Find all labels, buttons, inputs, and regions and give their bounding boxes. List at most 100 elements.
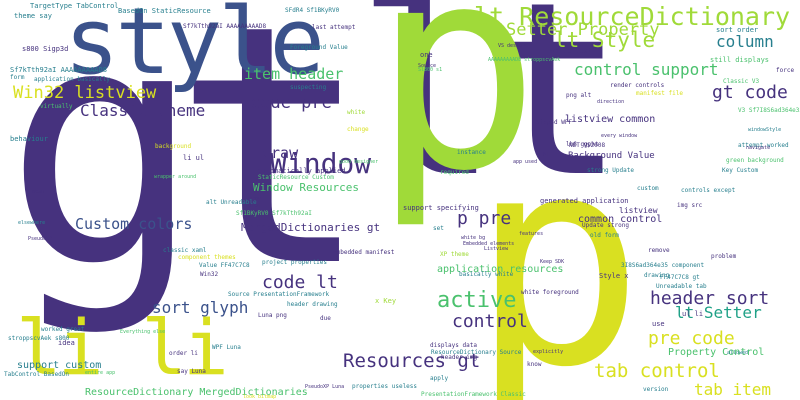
word: gt code (712, 82, 788, 103)
word: entire app (85, 370, 116, 376)
word: lt Style (554, 28, 656, 52)
word: gt (4, 0, 371, 339)
word: sort glyph (152, 298, 249, 317)
word: ul li (682, 310, 704, 318)
word: PresentationFramework Classic (421, 391, 526, 398)
word: Win32 listview (13, 83, 157, 103)
word: suspecting (290, 84, 327, 91)
word: header drawing (287, 301, 338, 308)
word: due (320, 315, 331, 322)
word: drawing (644, 272, 670, 279)
word: version (643, 386, 669, 393)
word: worked great (41, 326, 85, 333)
word: control support (574, 60, 719, 79)
word: SFdR4 Sf1BKyRV0 (285, 7, 340, 14)
word: code pre (250, 93, 332, 113)
word: features (519, 231, 544, 237)
word: XP theme (440, 251, 469, 258)
word: TargetType TabControl (30, 2, 119, 10)
word: Keep SDK (540, 259, 565, 265)
word: Property Control (668, 347, 765, 358)
word: manifest file (636, 90, 683, 97)
word: allowed (727, 350, 749, 356)
word: attempt worked (738, 142, 789, 149)
word: ResourceDictionary Source (431, 349, 522, 356)
word: png alt (566, 92, 592, 99)
word: active (437, 288, 517, 313)
word: Resources gt (343, 350, 481, 372)
word: white bg (461, 235, 486, 241)
word: header img (441, 354, 478, 361)
word: 3I8S6ad364e35 component (621, 262, 705, 269)
word: background (155, 143, 192, 150)
word: V3 Sf7I8S6ad364e35 (738, 107, 800, 114)
word: MergedDictionaries gt (241, 221, 381, 234)
word: PseudoXP (28, 236, 53, 242)
word: one (420, 51, 433, 59)
word: Win32 (200, 271, 219, 278)
word: navigate (746, 145, 771, 151)
word: lt (355, 0, 626, 230)
word: p (470, 94, 645, 400)
word: Listview (484, 246, 509, 252)
word: sort order (716, 26, 759, 34)
word: li ul (183, 154, 205, 162)
word: NET VS2008 (569, 142, 606, 149)
word: application resources (437, 264, 564, 275)
word: still displays (710, 56, 770, 64)
word: Embedded elements (463, 241, 515, 247)
word: change (347, 126, 369, 133)
word: Setter Property (506, 20, 660, 40)
word: generated application (540, 197, 629, 205)
word: Sf7kTth92aI AAAAAAAAAD8 (183, 23, 267, 30)
word: old form (590, 232, 619, 239)
word: green background (726, 157, 784, 164)
word: Window Resources (253, 181, 359, 194)
word: Sl800 s1 (418, 67, 443, 73)
word: arrow (246, 196, 262, 202)
word: embedded manifest (333, 249, 395, 256)
word: Unreadable tab (656, 283, 707, 290)
word: Update strong (582, 222, 629, 229)
word: Custom colors (75, 215, 193, 233)
word: Sf7kTth92aI AAAAAAAAAD8 (10, 66, 107, 74)
word: Window (270, 147, 372, 180)
word: listview (619, 206, 658, 215)
word: look bitmap (243, 394, 277, 400)
word: displays data (430, 342, 477, 349)
word: lt ResourceDictionary (474, 2, 791, 31)
word: Classic V3 (723, 78, 760, 85)
word: problem (711, 253, 737, 260)
word: Luna png (258, 312, 287, 319)
word: pre code (648, 328, 735, 349)
word: order li (169, 350, 198, 357)
word: classic xaml (163, 247, 207, 254)
word: Everything else (120, 329, 166, 335)
word: component themes (178, 254, 236, 261)
word: li li (16, 303, 229, 392)
word: Background Value (568, 151, 655, 161)
word: Source PresentationFramework (228, 291, 330, 298)
word: project properties (262, 259, 328, 266)
word: support specifying (403, 204, 479, 212)
word: every window (601, 133, 638, 139)
word: tab control (594, 360, 720, 382)
word: strong Update (587, 167, 634, 174)
word: used (248, 203, 261, 209)
word: know (527, 361, 542, 368)
word: header sort (650, 288, 770, 309)
word: wrapper around (154, 174, 197, 180)
word: force (776, 67, 795, 74)
word: p (372, 0, 541, 233)
word: Key Custom (722, 167, 759, 174)
word: white (347, 109, 366, 116)
word: white text (550, 47, 593, 55)
word: lh6 ggpht (566, 141, 599, 148)
word: controls except (681, 187, 736, 194)
word: lt Setter (675, 303, 762, 322)
word: virtually (40, 103, 73, 110)
word: good designer (339, 159, 379, 165)
word: draw (262, 144, 299, 162)
word: apply (430, 375, 449, 382)
word: item header (244, 65, 344, 83)
